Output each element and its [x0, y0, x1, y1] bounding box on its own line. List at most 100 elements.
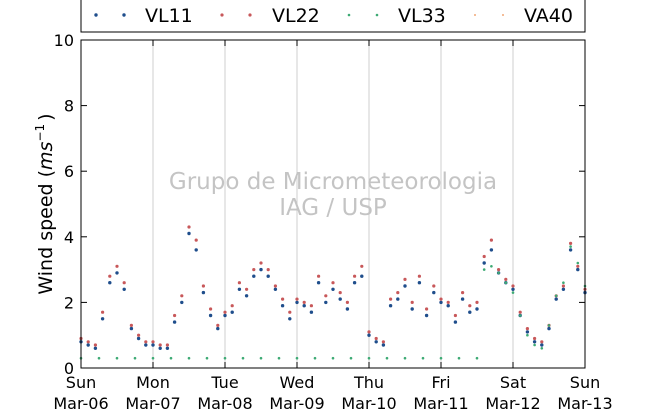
point-vl11: [403, 284, 407, 288]
point-vl33: [439, 356, 443, 360]
point-vl22: [525, 327, 530, 331]
point-vl22: [86, 340, 90, 344]
point-vl11: [547, 326, 551, 331]
point-vl33: [349, 356, 353, 360]
point-vl11: [367, 333, 371, 337]
point-vl11: [468, 310, 472, 314]
point-vl22: [360, 264, 364, 268]
point-vl11: [324, 300, 328, 305]
point-vl33: [97, 356, 101, 360]
x-tick-label-day: Sat: [500, 373, 526, 392]
point-vl11: [525, 330, 530, 334]
x-tick-label-date: Mar-12: [485, 394, 540, 409]
x-tick-label-date: Mar-13: [557, 394, 612, 409]
point-vl22: [137, 333, 141, 337]
point-vl22: [129, 323, 133, 327]
point-vl22: [122, 281, 126, 285]
y-tick-label: 2: [64, 293, 74, 312]
point-vl33: [187, 356, 191, 360]
point-vl22: [345, 300, 349, 304]
legend-marker-vl11: [122, 13, 126, 17]
legend-marker-va40: [474, 14, 476, 16]
point-vl22: [576, 264, 580, 268]
point-vl22: [187, 225, 191, 229]
x-tick-label-day: Sun: [66, 373, 96, 392]
point-vl11: [122, 287, 126, 291]
point-vl22: [317, 274, 321, 278]
point-vl11: [316, 281, 321, 285]
point-vl11: [158, 346, 162, 350]
point-vl11: [302, 304, 306, 308]
point-vl11: [216, 326, 220, 331]
point-vl22: [266, 268, 270, 272]
point-vl22: [439, 297, 443, 301]
point-vl22: [446, 300, 450, 304]
point-vl22: [353, 274, 357, 278]
point-vl33: [313, 356, 317, 360]
legend-marker-vl33: [347, 13, 351, 17]
point-vl33: [576, 261, 580, 265]
point-vl11: [338, 297, 342, 301]
point-vl33: [421, 356, 425, 360]
point-vl33: [504, 281, 508, 285]
point-vl33: [331, 356, 335, 360]
point-vl11: [561, 287, 566, 291]
point-vl33: [497, 271, 500, 275]
point-vl22: [381, 340, 385, 344]
point-vl22: [331, 281, 335, 285]
point-vl11: [223, 313, 227, 318]
point-vl11: [439, 300, 443, 305]
x-tick-label-date: Mar-09: [269, 394, 324, 409]
axes: 0 2 4 6 8 10 Sun Mar-06 Mon Mar-07 Tue Mar-08 Wed Mar…: [53, 31, 612, 409]
point-vl33: [385, 356, 389, 360]
point-vl33: [518, 314, 522, 317]
y-axis-label-exponent: −1: [33, 124, 47, 142]
point-vl11: [108, 281, 112, 285]
point-vl11: [136, 336, 141, 341]
point-vl22: [417, 274, 421, 278]
legend-entry-vl33: VL33: [347, 5, 446, 27]
x-tick-label-date: Mar-11: [413, 394, 468, 409]
legend-marker-vl11: [94, 13, 98, 17]
point-vl33: [526, 333, 529, 337]
point-vl33: [223, 356, 227, 360]
point-vl33: [277, 356, 281, 360]
legend-marker-va40: [502, 14, 504, 16]
point-vl11: [396, 297, 400, 301]
point-vl11: [388, 304, 393, 308]
point-vl22: [504, 277, 508, 281]
point-vl22: [324, 294, 328, 298]
point-vl33: [115, 356, 119, 360]
point-vl33: [475, 356, 479, 360]
point-vl22: [93, 343, 97, 347]
point-vl22: [482, 254, 486, 259]
point-vl11: [194, 248, 198, 252]
point-vl22: [165, 343, 169, 347]
point-vl11: [100, 317, 105, 321]
point-vl11: [511, 287, 515, 291]
point-vl22: [245, 287, 249, 291]
point-vl11: [331, 287, 335, 291]
point-vl22: [540, 340, 544, 344]
point-vl11: [475, 307, 479, 311]
point-vl22: [273, 284, 277, 288]
legend-marker-vl33: [375, 13, 379, 17]
point-vl22: [403, 277, 407, 281]
point-vl11: [151, 343, 155, 347]
point-vl22: [144, 340, 148, 344]
point-vl22: [497, 268, 501, 272]
legend-entry-va40: VA40: [474, 5, 573, 27]
point-vl11: [280, 304, 285, 308]
point-vl22: [309, 304, 313, 308]
point-vl22: [396, 291, 400, 295]
point-vl11: [309, 310, 314, 314]
y-axis-label-text: Wind speed (: [35, 170, 57, 295]
x-tick-label-date: Mar-10: [341, 394, 396, 409]
point-vl11: [273, 287, 278, 291]
point-vl11: [482, 261, 486, 265]
legend-marker-vl22: [220, 13, 224, 17]
x-tick-label-day: Tue: [210, 373, 238, 392]
point-vl22: [295, 297, 299, 301]
point-vl22: [230, 304, 234, 308]
